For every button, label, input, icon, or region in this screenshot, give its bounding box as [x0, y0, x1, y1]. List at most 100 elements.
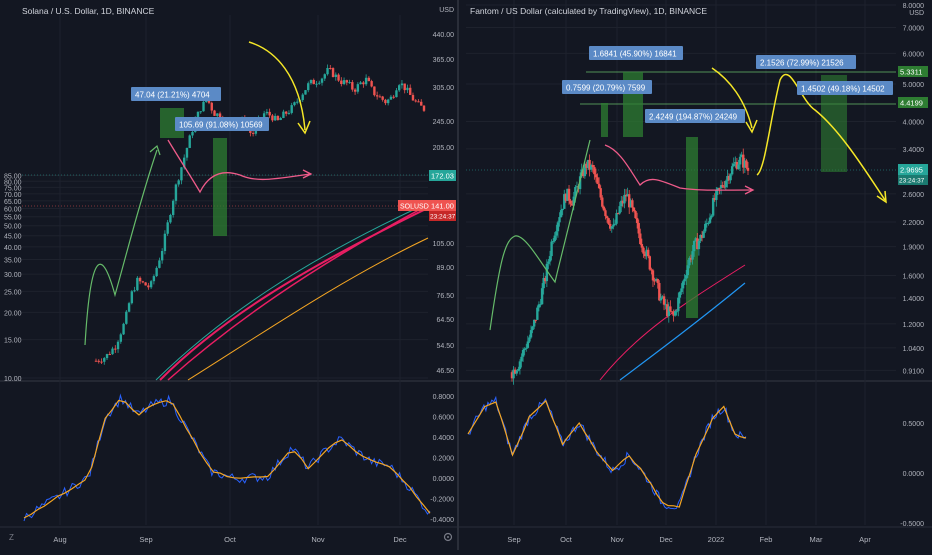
arrowhead	[297, 120, 311, 135]
candle-body	[180, 167, 183, 181]
candle-body	[536, 307, 539, 320]
left-hand-drawings	[84, 41, 313, 346]
candle-body	[520, 356, 523, 362]
candle-body	[111, 348, 114, 355]
right-axis-label: 245.00	[433, 119, 455, 126]
candle-body	[621, 200, 625, 204]
candle-body	[265, 111, 269, 114]
candle-body	[188, 135, 191, 148]
y-tick-label: 80.00	[4, 179, 22, 186]
candle-body	[745, 160, 748, 168]
osc-tick-label: 0.0000	[903, 471, 925, 478]
candle-body	[669, 306, 672, 312]
candle-body	[692, 240, 696, 252]
right-axis-unit: USD	[439, 7, 454, 14]
timezone-icon[interactable]: Z	[9, 533, 14, 542]
candle-body	[550, 241, 553, 257]
right-chart-title: Fantom / US Dollar (calculated by Tradin…	[470, 6, 707, 16]
candle-body	[569, 200, 572, 204]
candle-body	[711, 198, 715, 216]
candle-body	[152, 276, 156, 282]
arrowhead	[745, 119, 758, 134]
left-candles[interactable]	[94, 64, 426, 365]
right-y-axis: 8.0000 7.0000 6.0000 5.0000 4.0000 3.4000 2.60…	[903, 3, 925, 375]
candle-body	[251, 132, 255, 134]
candle-body	[395, 90, 398, 98]
candle-body	[675, 311, 678, 313]
candle-body	[544, 277, 547, 282]
candle-body	[642, 247, 645, 254]
settings-icon[interactable]	[443, 532, 453, 542]
candle-body	[680, 288, 683, 293]
candle-body	[713, 198, 716, 200]
candle-body	[589, 164, 593, 170]
right-measure-label-4-bg	[756, 55, 856, 69]
candle-body	[715, 190, 718, 200]
candle-body	[545, 263, 549, 282]
candle-body	[639, 233, 642, 245]
candle-body	[605, 216, 609, 219]
osc-tick-label: 0.2000	[433, 456, 455, 463]
osc-tick-label: -0.5000	[900, 521, 924, 528]
candle-body	[119, 334, 123, 342]
candle-body	[422, 105, 426, 111]
candle-body	[730, 166, 734, 175]
y-tick-label: 45.00	[4, 234, 22, 241]
right-hand-drawings	[489, 67, 887, 331]
candle-body	[318, 82, 321, 84]
candle-body	[548, 256, 552, 262]
candle-body	[329, 68, 332, 70]
right-candles[interactable]	[510, 148, 750, 385]
candle-body	[199, 111, 202, 113]
y-tick-label: 50.00	[4, 224, 22, 231]
osc-tick-label: -0.2000	[430, 497, 454, 504]
candle-body	[528, 337, 531, 342]
y-tick-label: 55.00	[4, 215, 22, 222]
right-axis-label: 64.50	[436, 317, 454, 324]
candle-body	[417, 101, 420, 103]
candle-body	[654, 278, 658, 281]
osc-tick-label: -0.4000	[430, 517, 454, 524]
candle-body	[320, 78, 324, 83]
oscillator-line-blue	[23, 393, 431, 522]
candle-body	[666, 304, 669, 317]
candle-body	[620, 200, 623, 207]
y-tick-label: 25.00	[4, 289, 22, 296]
candle-body	[210, 102, 213, 111]
candle-body	[312, 79, 315, 85]
candle-body	[699, 235, 702, 241]
x-tick-label: Nov	[610, 535, 624, 544]
candle-body	[518, 361, 522, 369]
left-oscillator	[23, 393, 431, 522]
candle-body	[664, 304, 667, 306]
candle-body	[293, 102, 296, 106]
candle-body	[284, 111, 288, 114]
candle-body	[174, 184, 178, 201]
candle-body	[599, 188, 602, 198]
candle-body	[588, 159, 591, 170]
candle-body	[578, 176, 582, 190]
y-tick-label: 65.00	[4, 199, 22, 206]
candle-body	[566, 188, 569, 201]
right-oscillator-axis: 0.5000 0.0000 -0.5000	[900, 421, 924, 528]
candle-body	[315, 83, 318, 85]
candle-body	[694, 238, 697, 241]
candle-body	[551, 241, 555, 243]
left-x-axis: Aug Sep Oct Nov Dec	[53, 535, 407, 544]
candle-body	[375, 95, 379, 97]
candle-body	[553, 235, 556, 242]
candle-body	[556, 222, 560, 232]
oscillator-line-orange	[467, 399, 747, 508]
candle-body	[373, 86, 376, 96]
candle-body	[628, 194, 631, 208]
right-measure-label-2-bg	[562, 80, 652, 94]
x-tick-label: Feb	[760, 535, 773, 544]
candle-body	[718, 188, 721, 190]
candle-body	[618, 206, 621, 214]
left-price-tag-solusd: SOLUSD 141.00 23:24:37	[398, 200, 456, 221]
candle-body	[661, 296, 664, 298]
right-measure-label-1: 1.6841 (45.90%) 16841	[593, 50, 677, 59]
candle-body	[147, 285, 150, 288]
candle-body	[94, 360, 98, 362]
